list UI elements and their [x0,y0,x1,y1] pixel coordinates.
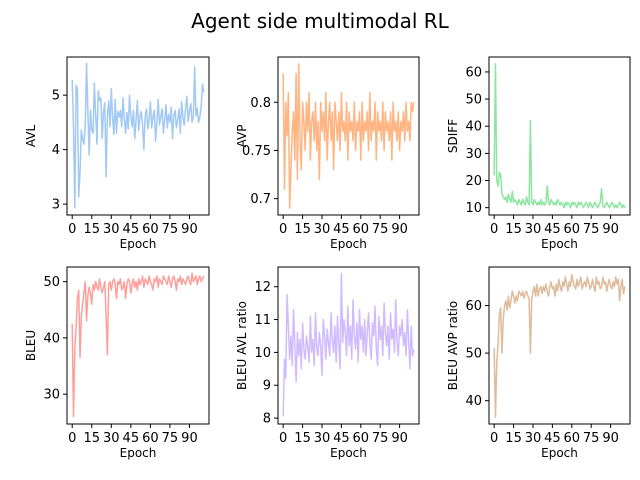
x-axis-label: Epoch [541,446,578,460]
x-tick-label: 45 [333,222,350,237]
x-tick-label: 60 [353,222,370,237]
x-axis-label: Epoch [120,237,157,251]
y-tick-label: 4 [52,143,60,158]
y-tick-label: 50 [465,93,482,108]
y-tick-label: 60 [465,65,482,80]
x-tick-label: 75 [583,222,600,237]
y-tick-label: 40 [465,394,482,409]
x-axis-label: Epoch [330,446,367,460]
x-tick-label: 75 [372,222,389,237]
x-tick-label: 30 [314,222,331,237]
x-tick-label: 75 [372,431,389,446]
series-line-3-1 [493,63,626,209]
y-axis-label: BLEU AVL ratio [235,301,249,390]
y-tick-label: 50 [43,275,60,290]
y-tick-label: 11 [254,313,271,328]
x-tick-label: 90 [181,222,198,237]
x-tick-label: 60 [142,222,159,237]
y-tick-label: 60 [465,299,482,314]
x-tick-label: 90 [181,431,198,446]
x-tick-label: 45 [544,431,561,446]
y-tick-label: 30 [43,388,60,403]
x-tick-label: 75 [162,431,179,446]
axes-frame [277,56,420,216]
axes-frame [488,56,631,216]
x-tick-label: 30 [103,431,120,446]
y-tick-label: 10 [465,201,482,216]
y-tick-label: 40 [465,120,482,135]
subplot-2: 0 15 30 45 60 75 90 0.7 0.75 0.8 Epoch AVP [235,56,420,251]
x-tick-label: 0 [490,222,498,237]
x-tick-label: 60 [564,431,581,446]
x-tick-label: 15 [505,431,522,446]
x-tick-label: 30 [525,222,542,237]
x-tick-label: 45 [333,431,350,446]
x-tick-label: 15 [294,431,311,446]
y-tick-label: 0.7 [250,192,271,207]
y-tick-label: 9 [263,379,271,394]
y-tick-label: 0.75 [242,144,271,159]
y-tick-label: 30 [465,147,482,162]
x-tick-label: 30 [103,222,120,237]
x-tick-label: 45 [123,431,140,446]
x-tick-label: 0 [279,222,287,237]
axes-frame [66,266,210,425]
x-axis-label: Epoch [330,237,367,251]
x-tick-label: 15 [83,431,100,446]
x-tick-label: 75 [583,431,600,446]
x-tick-label: 30 [525,431,542,446]
y-tick-label: 12 [254,280,271,295]
series-line-1-1 [71,62,205,209]
x-tick-label: 15 [83,222,100,237]
subplot-5: 0 15 30 45 60 75 90 8 9 10 11 12 Epoch BLEU AVL ratio [235,266,420,460]
y-tick-label: 8 [263,412,271,427]
y-tick-label: 20 [465,174,482,189]
y-tick-label: 10 [254,346,271,361]
x-tick-label: 30 [314,431,331,446]
x-tick-label: 60 [564,222,581,237]
x-tick-label: 15 [505,222,522,237]
y-tick-label: 50 [465,347,482,362]
y-axis-label: AVL [24,125,38,148]
y-tick-label: 40 [43,331,60,346]
y-tick-label: 0.8 [250,96,271,111]
y-axis-label: BLEU AVP ratio [446,301,460,390]
x-axis-label: Epoch [541,237,578,251]
x-tick-label: 0 [490,431,498,446]
series-line-6-1 [493,273,626,419]
x-tick-label: 15 [294,222,311,237]
axes-frame [66,56,210,216]
x-tick-label: 90 [602,222,619,237]
y-axis-label: AVP [235,125,249,148]
y-axis-label: BLEU [24,330,38,361]
x-axis-label: Epoch [120,446,157,460]
x-tick-label: 75 [162,222,179,237]
x-tick-label: 0 [279,431,287,446]
series-line-4-1 [71,272,205,418]
x-tick-label: 90 [602,431,619,446]
x-tick-label: 0 [68,222,76,237]
axes-frame [488,266,631,425]
y-tick-label: 3 [52,198,60,213]
y-axis-label: SDIFF [446,119,460,153]
x-tick-label: 60 [353,431,370,446]
x-tick-label: 0 [68,431,76,446]
axes-frame [277,266,420,425]
y-tick-label: 5 [52,89,60,104]
series-line-2-1 [282,62,415,210]
x-tick-label: 90 [391,222,408,237]
figure-title: Agent side multimodal RL [191,9,449,33]
x-tick-label: 60 [142,431,159,446]
x-tick-label: 90 [391,431,408,446]
series-line-5-1 [282,272,415,417]
x-tick-label: 45 [123,222,140,237]
x-tick-label: 45 [544,222,561,237]
